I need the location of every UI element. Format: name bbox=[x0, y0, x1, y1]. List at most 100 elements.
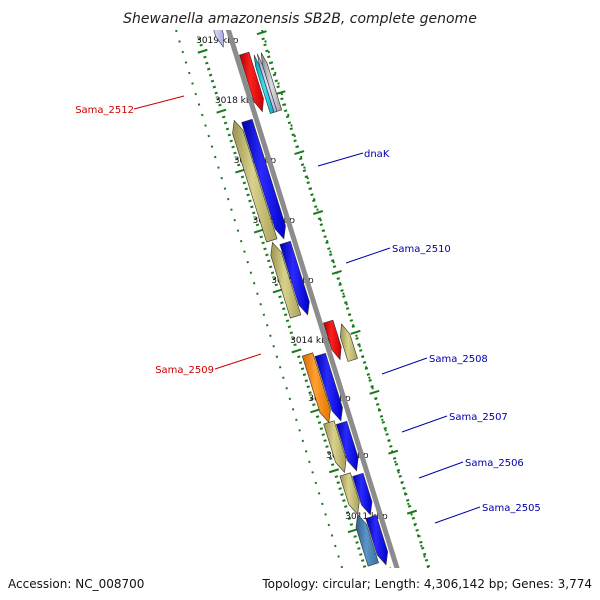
gene-callout-line bbox=[133, 95, 185, 110]
gene-arrow-2509[interactable] bbox=[339, 323, 358, 362]
minor-tick-forward bbox=[321, 433, 325, 437]
gene-arrow-2506-a[interactable] bbox=[352, 472, 373, 516]
gene-arrow-2507[interactable] bbox=[323, 420, 347, 474]
minor-tick-forward bbox=[250, 205, 254, 209]
minor-tick-reverse bbox=[370, 385, 374, 388]
minor-tick-reverse bbox=[422, 552, 427, 556]
gene-label[interactable]: Sama_2510 bbox=[392, 244, 451, 255]
minor-tick-forward bbox=[248, 199, 252, 203]
minor-tick-reverse bbox=[402, 486, 406, 490]
major-tick-forward bbox=[272, 288, 283, 294]
gene-callouts: Sama_2512 dnaK Sama_2510 Sama_2509 Sama_2508… bbox=[75, 95, 541, 524]
footer-backdrop bbox=[0, 568, 600, 600]
minor-tick-reverse bbox=[267, 55, 271, 59]
gene-label[interactable]: Sama_2506 bbox=[465, 458, 524, 469]
gene-label[interactable]: dnaK bbox=[364, 149, 390, 160]
gene-arrow-dnak[interactable] bbox=[232, 119, 278, 243]
major-tick-forward bbox=[253, 228, 264, 234]
minor-tick-reverse bbox=[417, 534, 421, 538]
major-tick-forward bbox=[291, 348, 302, 354]
minor-tick-reverse bbox=[302, 169, 307, 173]
minor-tick-reverse bbox=[404, 492, 408, 496]
minor-tick-forward bbox=[325, 445, 329, 449]
minor-tick-forward bbox=[329, 457, 333, 461]
minor-tick-reverse bbox=[293, 139, 297, 143]
gene-arrow-2509-b[interactable] bbox=[323, 319, 342, 361]
minor-tick-forward bbox=[208, 73, 213, 77]
gene-arrow-2512-c[interactable] bbox=[253, 54, 275, 114]
minor-tick-forward bbox=[291, 337, 295, 341]
minor-tick-reverse bbox=[400, 480, 404, 484]
gene-arrow-2505-a[interactable] bbox=[365, 514, 388, 566]
minor-tick-forward bbox=[233, 151, 237, 155]
genome-summary-text: Topology: circular; Length: 4,306,142 bp… bbox=[261, 577, 592, 591]
gene-arrow-2506[interactable] bbox=[339, 472, 360, 516]
minor-tick-forward bbox=[206, 67, 211, 71]
minor-tick-forward bbox=[240, 175, 245, 179]
minor-tick-forward bbox=[327, 451, 331, 455]
minor-tick-reverse bbox=[268, 61, 273, 65]
minor-tick-forward bbox=[338, 487, 342, 490]
minor-tick-forward bbox=[287, 325, 292, 329]
gene-arrow-dnaj[interactable] bbox=[241, 118, 286, 240]
gene-arrow-2510[interactable] bbox=[270, 241, 302, 319]
minor-tick-forward bbox=[300, 367, 305, 371]
minor-tick-forward bbox=[293, 343, 297, 347]
major-tick-forward bbox=[347, 528, 358, 534]
minor-tick-reverse bbox=[304, 175, 309, 179]
minor-tick-forward bbox=[255, 223, 260, 227]
gene-label[interactable]: Sama_2507 bbox=[449, 412, 508, 423]
gene-callout-line bbox=[401, 415, 448, 433]
minor-tick-forward bbox=[306, 385, 310, 389]
minor-tick-reverse bbox=[329, 253, 333, 256]
gene-arrow-2510-a[interactable] bbox=[279, 240, 310, 316]
minor-tick-forward bbox=[227, 133, 232, 137]
gene-arrow-2507-a[interactable] bbox=[335, 420, 359, 472]
gene-arrow-2508[interactable] bbox=[301, 352, 331, 424]
gene-arrow-2512[interactable] bbox=[239, 51, 264, 113]
tick-label: 3011 kbp bbox=[345, 512, 388, 522]
minor-tick-reverse bbox=[411, 516, 416, 520]
minor-tick-forward bbox=[221, 115, 226, 119]
gene-arrow-2505[interactable] bbox=[355, 513, 379, 567]
minor-tick-reverse bbox=[347, 313, 352, 316]
minor-tick-reverse bbox=[291, 133, 295, 137]
minor-tick-reverse bbox=[381, 420, 386, 424]
minor-tick-reverse bbox=[375, 403, 380, 406]
minor-tick-reverse bbox=[349, 319, 354, 322]
minor-tick-forward bbox=[225, 127, 230, 131]
minor-tick-reverse bbox=[295, 145, 299, 149]
minor-tick-forward bbox=[270, 271, 275, 275]
minor-tick-reverse bbox=[312, 199, 316, 203]
accession-text: Accession: NC_008700 bbox=[8, 577, 144, 591]
minor-tick-reverse bbox=[392, 456, 397, 460]
minor-tick-reverse bbox=[379, 414, 384, 418]
minor-tick-reverse bbox=[360, 355, 365, 358]
gene-label[interactable]: Sama_2508 bbox=[429, 354, 488, 365]
gene-label[interactable]: Sama_2505 bbox=[482, 503, 541, 514]
minor-tick-reverse bbox=[261, 37, 265, 41]
minor-tick-forward bbox=[267, 259, 271, 263]
minor-tick-forward bbox=[253, 217, 258, 221]
minor-tick-forward bbox=[216, 97, 220, 101]
minor-tick-reverse bbox=[287, 121, 292, 125]
minor-tick-reverse bbox=[355, 337, 359, 340]
minor-tick-reverse bbox=[276, 85, 280, 89]
minor-tick-reverse bbox=[323, 235, 327, 239]
minor-tick-reverse bbox=[374, 397, 378, 400]
genome-backbone bbox=[216, 0, 410, 600]
minor-tick-forward bbox=[236, 163, 241, 167]
minor-tick-reverse bbox=[340, 289, 344, 292]
minor-tick-reverse bbox=[421, 546, 425, 550]
minor-tick-forward bbox=[334, 475, 339, 478]
minor-tick-forward bbox=[218, 103, 222, 107]
minor-tick-reverse bbox=[289, 127, 294, 131]
minor-tick-forward bbox=[323, 439, 327, 443]
gene-label[interactable]: Sama_2512 bbox=[75, 105, 134, 116]
gene-label[interactable]: Sama_2509 bbox=[155, 365, 214, 376]
minor-tick-forward bbox=[285, 319, 290, 323]
gene-features bbox=[204, 0, 402, 600]
minor-tick-reverse bbox=[280, 97, 284, 101]
minor-tick-forward bbox=[353, 535, 357, 538]
gene-arrow-2508-a[interactable] bbox=[314, 352, 343, 422]
